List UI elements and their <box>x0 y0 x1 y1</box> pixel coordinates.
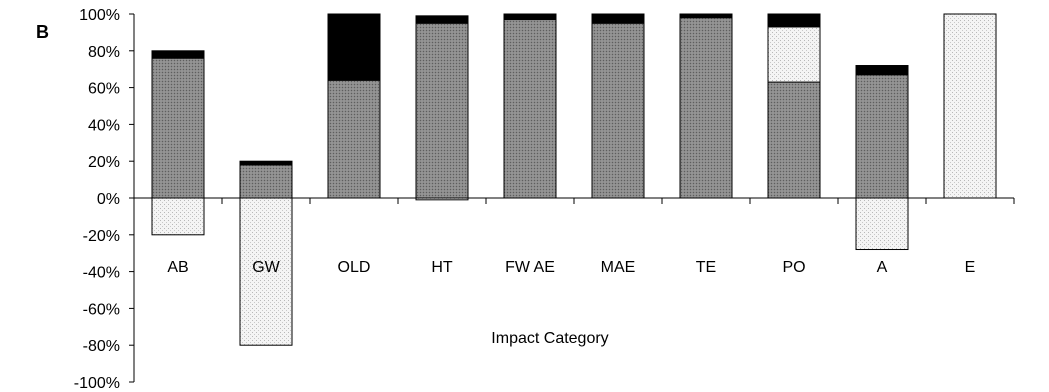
x-tick-label: MAE <box>601 259 636 276</box>
bar-segment-gw-s3 <box>239 160 293 166</box>
x-tick-label: A <box>877 259 888 276</box>
tick-labels: 100% 80% 60% 40% 20% 0% -20% -40% -60% -80% -100% A… <box>74 7 976 392</box>
x-tick-label: TE <box>696 259 716 276</box>
bar-segment-ht-s2 <box>415 197 469 201</box>
x-tick-label: E <box>965 259 976 276</box>
bars <box>151 13 997 346</box>
x-axis-title: Impact Category <box>491 330 609 347</box>
y-tick-label: 80% <box>88 44 120 61</box>
y-tick-label: -40% <box>83 265 120 282</box>
bar-segment-ht-s3 <box>415 15 469 24</box>
bar-segment-ab-s3 <box>151 50 205 59</box>
bar-segment-te-s1 <box>679 17 733 199</box>
bar-segment-po-s2 <box>767 26 821 83</box>
x-tick-label: OLD <box>338 259 371 276</box>
x-tick-label: GW <box>252 259 280 276</box>
y-tick-label: 40% <box>88 117 120 134</box>
y-tick-label: 100% <box>79 7 120 24</box>
x-tick-label: HT <box>431 259 453 276</box>
bar-segment-gw-s2 <box>239 197 293 346</box>
bar-segment-te-s3 <box>679 13 733 19</box>
bar-segment-a-s1 <box>855 74 909 199</box>
y-tick-label: 60% <box>88 81 120 98</box>
bar-segment-fwae-s1 <box>503 19 557 199</box>
bar-segment-old-s1 <box>327 79 381 199</box>
bar-segment-po-s1 <box>767 81 821 199</box>
bar-segment-ht-s1 <box>415 22 469 199</box>
x-tick-label: AB <box>167 259 188 276</box>
bar-segment-gw-s1 <box>239 164 293 199</box>
x-tick-label: PO <box>782 259 805 276</box>
panel-label: B <box>36 22 49 42</box>
bar-segment-po-s3 <box>767 13 821 28</box>
y-tick-label: 20% <box>88 154 120 171</box>
bar-segment-e-s2 <box>943 13 997 199</box>
bar-segment-a-s3 <box>855 65 909 76</box>
y-tick-label: -60% <box>83 301 120 318</box>
bar-segment-mae-s1 <box>591 22 645 199</box>
bar-segment-a-s2 <box>855 197 909 251</box>
bar-segment-mae-s3 <box>591 13 645 24</box>
y-tick-label: 0% <box>97 191 120 208</box>
bar-segment-fwae-s3 <box>503 13 557 21</box>
y-tick-label: -80% <box>83 338 120 355</box>
y-tick-label: -20% <box>83 228 120 245</box>
bar-segment-ab-s1 <box>151 57 205 199</box>
y-tick-label: -100% <box>74 375 120 392</box>
bar-segment-old-s3 <box>327 13 381 81</box>
x-tick-label: FW AE <box>505 259 555 276</box>
bar-segment-ab-s2 <box>151 197 205 236</box>
